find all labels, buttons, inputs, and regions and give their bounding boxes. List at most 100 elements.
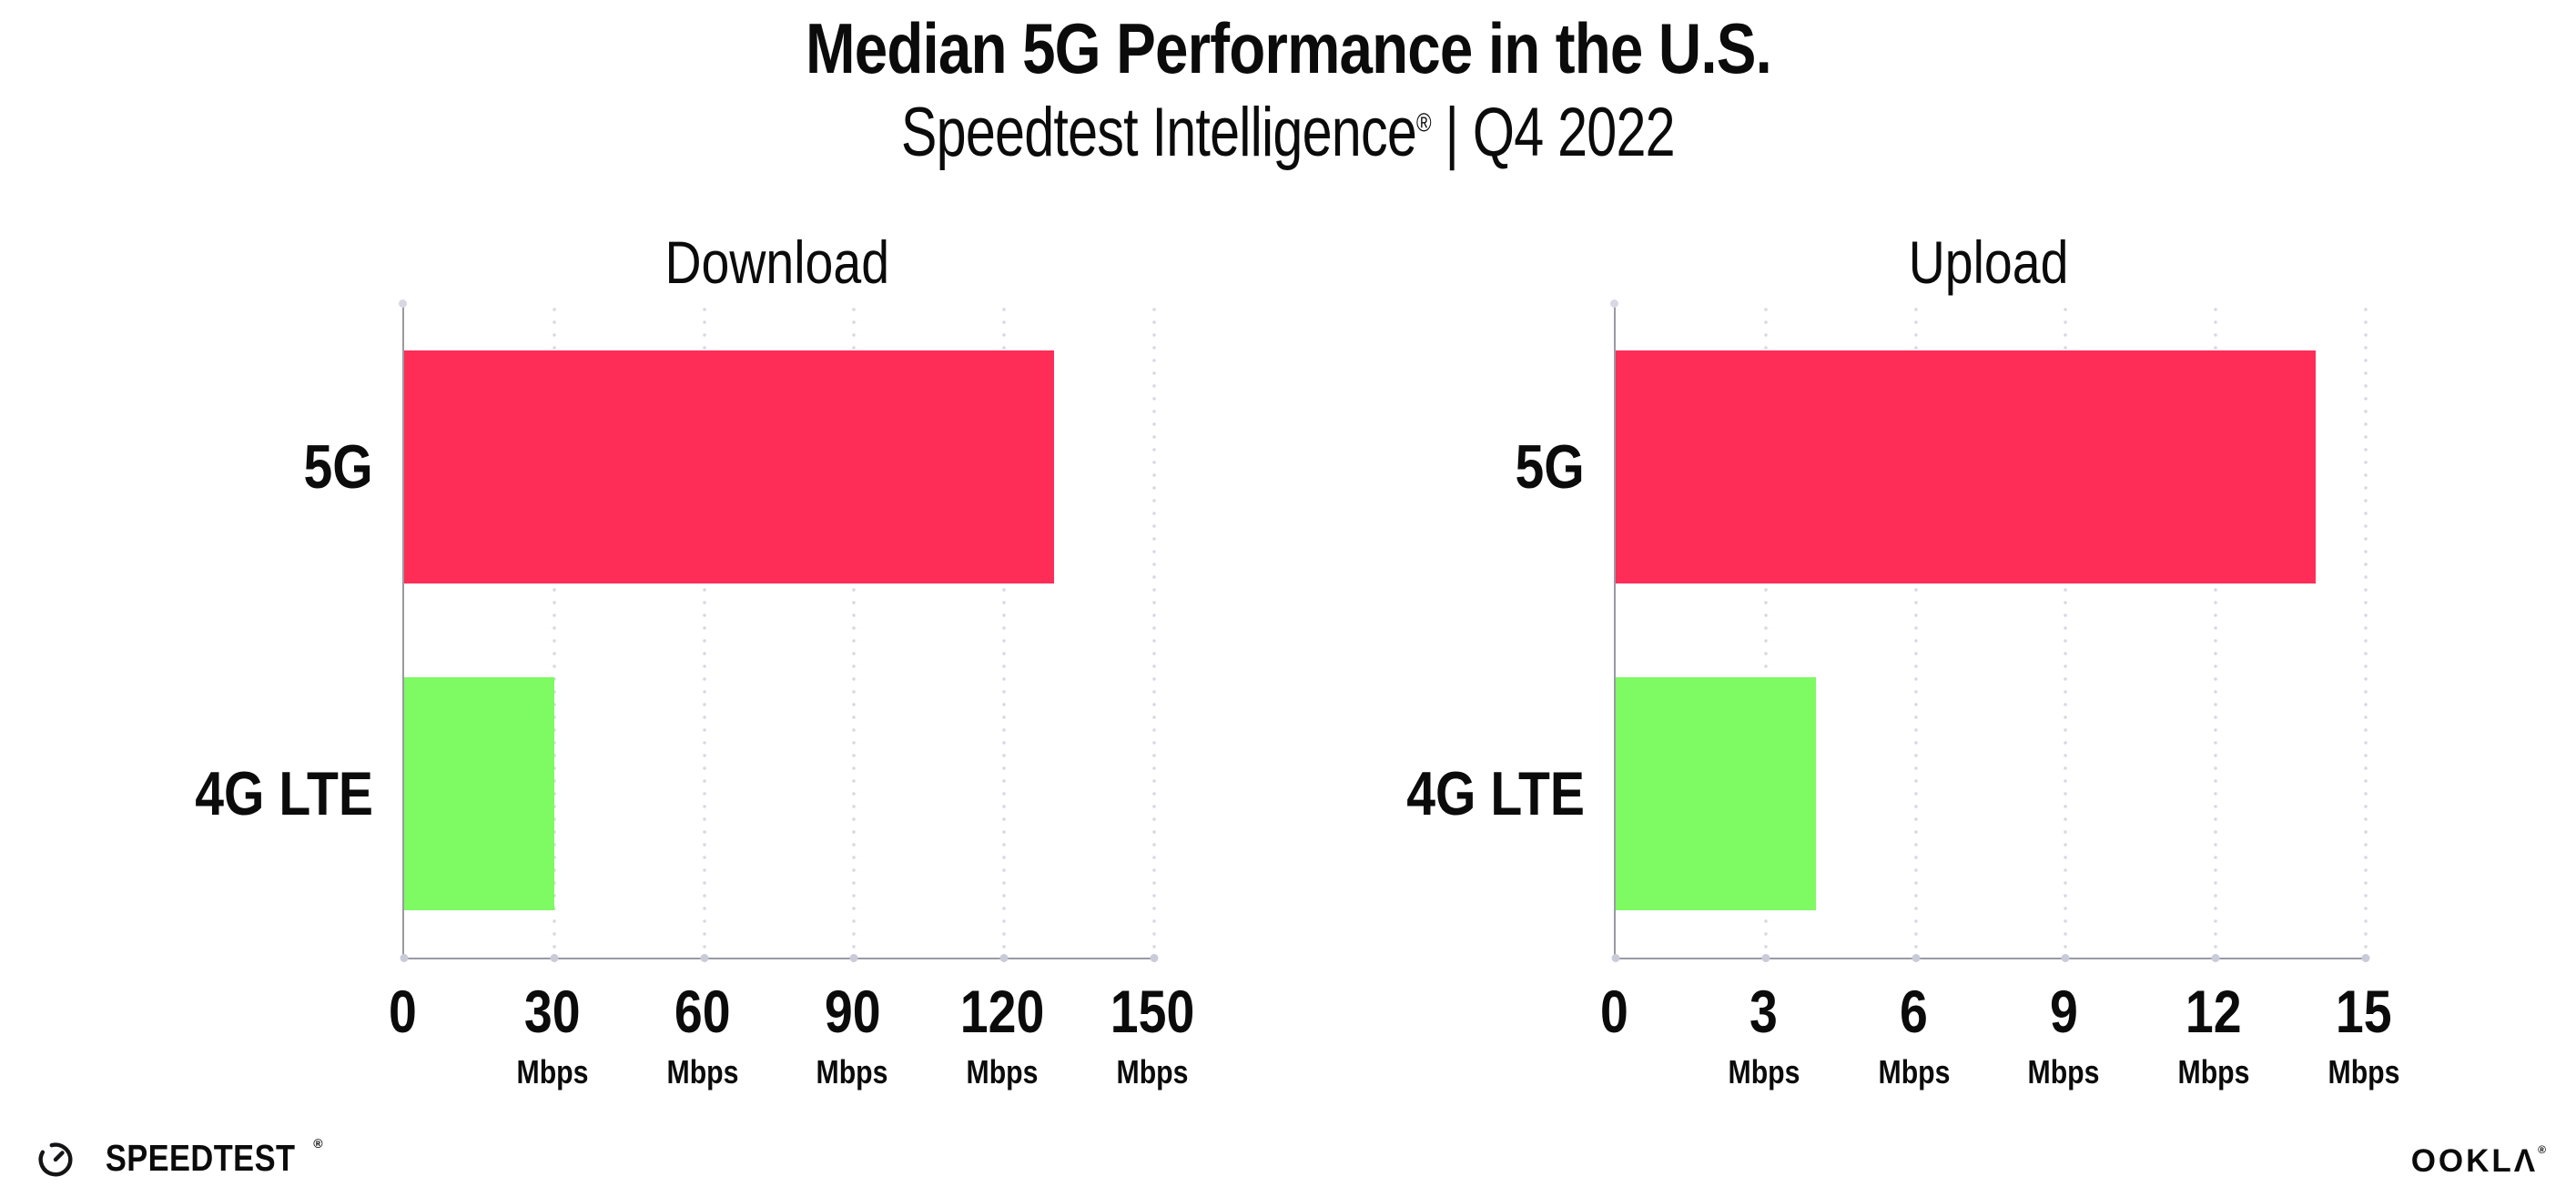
plot-area-upload [1610,299,2370,962]
gridline-3 [1763,303,1768,958]
x-tick-unit-label: Mbps [1052,1056,1253,1089]
x-tick-unit-label: Mbps [752,1056,952,1089]
gridline-9 [2064,303,2068,958]
category-label-text: 4G LTE [1406,759,1585,829]
x-tick-unit-label: Mbps [452,1056,653,1089]
axis-tick-dot-0 [400,954,409,962]
x-tick-label-9: 9 [1963,981,2164,1041]
speedtest-label: SPEEDTEST [105,1136,296,1179]
x-tick-unit-text: Mbps [1878,1053,1951,1090]
x-tick-label-15: 15 [2264,981,2464,1041]
x-tick-value: 0 [388,978,417,1045]
x-tick-unit-text: Mbps [666,1053,739,1090]
x-tick-label-12: 12 [2114,981,2314,1041]
gridline-60 [702,303,706,958]
bar-4g-lte-download [404,677,554,911]
x-tick-value: 3 [1749,978,1779,1045]
x-tick-unit-text: Mbps [1116,1053,1189,1090]
x-tick-label-30: 30 [452,981,653,1041]
x-tick-unit-text: Mbps [2027,1053,2100,1090]
x-tick-label-3: 3 [1664,981,1864,1041]
speedtest-gauge-icon [38,1142,73,1177]
speedtest-logo: SPEEDTEST ® [35,1136,323,1180]
gridline-6 [1913,303,1918,958]
ookla-logo: OOKLΛ® [2411,1143,2549,1180]
plot-area-download [399,299,1159,962]
x-tick-label-0: 0 [302,981,502,1041]
x-tick-unit-label: Mbps [603,1056,803,1089]
gridline-15 [2364,303,2368,958]
page-subtitle: Speedtest Intelligence® | Q4 2022 [0,93,2576,172]
axis-tick-dot-6 [1912,954,1921,962]
x-tick-unit-text: Mbps [816,1053,888,1090]
x-tick-unit-label: Mbps [1664,1056,1864,1089]
category-label-5g: 5G [1239,436,1585,498]
x-tick-label-150: 150 [1052,981,1253,1041]
x-tick-unit-label: Mbps [2264,1056,2464,1089]
axis-tick-dot-150 [1150,954,1159,962]
registered-mark-icon: ® [1416,108,1432,138]
gridline-90 [852,303,857,958]
x-tick-unit-label: Mbps [902,1056,1102,1089]
x-tick-value: 0 [1599,978,1628,1045]
bar-4g-lte-upload [1616,677,1816,911]
x-tick-unit-text: Mbps [1728,1053,1800,1090]
x-tick-label-0: 0 [1514,981,1714,1041]
x-tick-unit-label: Mbps [1814,1056,2014,1089]
page-subtitle-text: Speedtest Intelligence® | Q4 2022 [901,93,1676,172]
speedtest-wordmark: SPEEDTEST ® [87,1137,323,1180]
ookla-wordmark: OOKLΛ [2410,1143,2539,1179]
x-tick-value: 150 [1110,978,1195,1045]
gridline-12 [2214,303,2218,958]
category-label-text: 5G [303,431,373,502]
x-tick-label-60: 60 [603,981,803,1041]
axis-top-tick-dot [399,299,407,308]
category-label-text: 4G LTE [195,759,373,829]
x-tick-unit-label: Mbps [2114,1056,2314,1089]
x-tick-unit-text: Mbps [2328,1053,2400,1090]
axis-top-tick-dot [1610,299,1618,308]
axis-tick-dot-9 [2061,954,2070,962]
x-tick-value: 90 [824,978,881,1045]
x-tick-label-120: 120 [902,981,1102,1041]
category-label-4g-lte: 4G LTE [27,763,373,825]
speedtest-registered-icon: ® [313,1135,324,1151]
x-tick-unit-text: Mbps [2177,1053,2250,1090]
x-tick-value: 12 [2186,978,2243,1045]
axis-tick-dot-120 [999,954,1009,962]
subtitle-period: | Q4 2022 [1431,94,1676,171]
x-tick-value: 6 [1900,978,1929,1045]
axis-tick-dot-3 [1761,954,1770,962]
subtitle-brand: Speedtest Intelligence [901,94,1417,171]
category-label-5g: 5G [27,436,373,498]
x-tick-value: 120 [959,978,1045,1045]
axis-tick-dot-90 [849,954,858,962]
axis-tick-dot-30 [550,954,559,962]
chart-title-text: Upload [1909,228,2069,296]
gridline-150 [1152,303,1156,958]
category-label-text: 5G [1515,431,1585,502]
chart-title-text: Download [664,228,890,296]
x-tick-unit-label: Mbps [1963,1056,2164,1089]
page-title-text: Median 5G Performance in the U.S. [805,8,1772,88]
x-tick-value: 15 [2336,978,2392,1045]
bar-5g-download [404,350,1055,583]
gridline-120 [1002,303,1007,958]
axis-tick-dot-12 [2211,954,2220,962]
x-tick-unit-text: Mbps [966,1053,1039,1090]
x-tick-unit-text: Mbps [516,1053,589,1090]
page-title: Median 5G Performance in the U.S. [0,7,2576,90]
category-label-4g-lte: 4G LTE [1239,763,1585,825]
axis-tick-dot-15 [2361,954,2370,962]
axis-tick-dot-0 [1611,954,1620,962]
x-tick-value: 60 [674,978,731,1045]
x-tick-label-90: 90 [752,981,952,1041]
gridline-30 [552,303,556,958]
chart-title-upload: Upload [1614,228,2364,297]
x-tick-value: 9 [2049,978,2078,1045]
x-tick-value: 30 [523,978,581,1045]
chart-title-download: Download [402,228,1152,297]
ookla-registered-icon: ® [2538,1143,2549,1156]
axis-tick-dot-60 [700,954,709,962]
